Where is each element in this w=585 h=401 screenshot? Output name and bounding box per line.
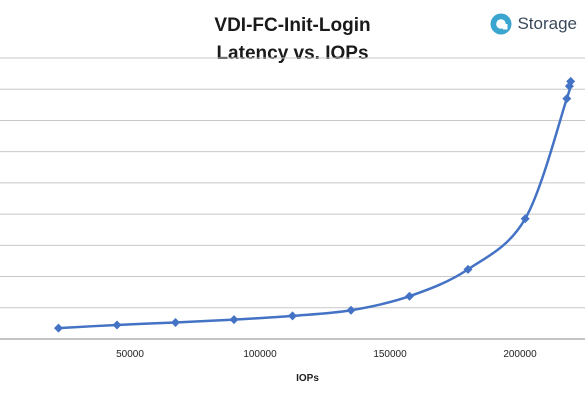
x-tick-label: 50000 — [116, 349, 144, 360]
data-point — [112, 320, 122, 330]
data-point — [288, 311, 297, 321]
data-point — [463, 264, 473, 274]
data-point — [346, 305, 356, 315]
brand-name: Storage — [517, 14, 577, 33]
data-point — [171, 317, 180, 327]
data-point — [562, 94, 572, 104]
series-line — [58, 81, 572, 330]
chart-title: VDI-FC-Init-Login Latency vs. IOPs — [0, 12, 585, 68]
storage-logo-icon — [490, 13, 512, 35]
x-tick-label: 150000 — [373, 349, 407, 360]
x-axis-label: IOPs — [296, 373, 319, 384]
x-tick-labels: 50000 100000 150000 200000 — [116, 349, 537, 360]
x-tick-label: 200000 — [503, 349, 537, 360]
x-tick-label: 100000 — [243, 349, 277, 360]
data-point — [520, 214, 530, 224]
chart-title-line-1: VDI-FC-Init-Login — [214, 15, 371, 36]
data-point — [54, 323, 63, 333]
chart-title-line-2: Latency vs. IOPs — [216, 43, 369, 64]
grid-lines — [0, 57, 585, 309]
brand-logo: Storage — [490, 13, 577, 35]
data-point — [566, 76, 576, 86]
series-points — [54, 76, 576, 333]
data-point — [405, 291, 414, 301]
data-point — [229, 315, 239, 325]
